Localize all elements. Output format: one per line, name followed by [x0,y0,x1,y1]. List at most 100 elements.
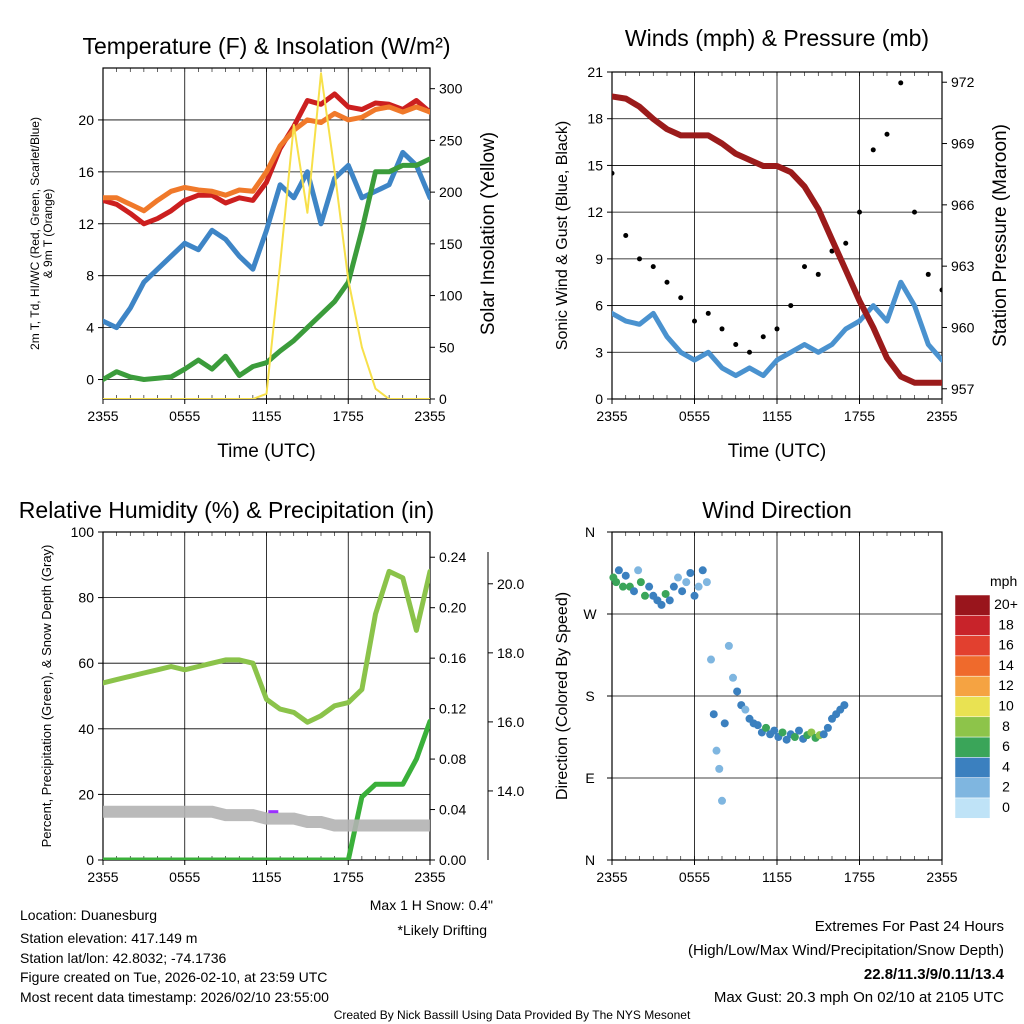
credit-line: Created By Nick Bassill Using Data Provi… [334,1008,691,1022]
series-group [103,72,430,399]
gust-point [664,279,670,285]
series-sonic-wind [612,279,942,379]
x-tick-label: 1155 [762,408,792,424]
gust-point [939,287,942,293]
x-tick-label: 1755 [333,869,364,885]
direction-point [661,589,670,598]
x-tick-label: 1755 [333,408,364,424]
x-tick-label: 2355 [596,408,627,424]
y-tick-label: 12 [587,204,603,220]
gust-point [788,303,794,309]
y-tick-label: N [585,852,595,868]
direction-point [657,600,666,609]
gust-point [857,209,862,215]
y-tick-label: 9 [595,251,603,267]
direction-point [823,723,832,732]
y2-tick-label: 969 [951,136,975,152]
y-tick-label: 4 [86,320,94,336]
direction-point [819,730,828,739]
gust-point [802,264,807,270]
legend-swatch [954,777,991,799]
precip-tick-label: 0.12 [439,701,466,717]
direction-point [709,710,718,719]
direction-point [612,578,621,587]
chart-temp: Temperature (F) & Insolation (W/m²)2355 0… [28,33,499,462]
y2-tick-label: 957 [951,381,975,397]
y2-tick-label: 200 [439,184,463,200]
direction-point [715,764,724,773]
y-tick-label: 0 [86,852,94,868]
y2-tick-label: 972 [951,74,975,90]
y-tick-label: W [583,606,597,622]
legend-label: 6 [1002,738,1010,754]
direction-point [694,582,703,591]
direction-point [720,719,729,728]
series-hi-wc [103,149,430,331]
legend-label: 2 [1002,779,1010,795]
x-tick-label: 2355 [926,408,957,424]
gust-point [692,318,697,324]
y2-tick-label: 250 [439,132,463,148]
chart-title: Relative Humidity (%) & Precipitation (i… [19,497,434,523]
legend-label: 20+ [994,596,1018,612]
legend-swatch [954,615,991,636]
x-tick-label: 1755 [844,869,875,885]
y-tick-label: 8 [86,268,94,284]
direction-point [702,578,711,587]
precip-tick-label: 0.24 [439,549,466,565]
direction-point [665,596,674,605]
gust-point [650,264,656,270]
series-group [103,568,430,860]
series-2m-td [103,156,430,382]
direction-point [636,578,645,587]
legend-swatch [954,797,991,819]
precip-tick-label: 0.08 [439,751,466,767]
gust-point [612,170,615,176]
series-solar [103,72,430,399]
direction-point [807,728,816,737]
y-tick-label: 60 [78,655,94,671]
info-elevation: Station elevation: 417.149 m [20,930,197,946]
info-created: Figure created on Tue, 2026-02-10, at 23… [20,969,327,985]
direction-point [795,726,803,735]
x-tick-label: 2355 [596,869,627,885]
x-tick-label: 2355 [87,408,118,424]
direction-point [729,673,737,682]
direction-point [621,571,630,580]
y2-axis-label: Station Pressure (Maroon) [990,124,1011,347]
y-tick-label: 20 [78,112,94,128]
y2-tick-label: 300 [439,81,463,97]
legend-swatch [954,696,991,718]
gust-point [719,326,725,332]
x-tick-label: 0555 [169,869,200,885]
gust-point [705,310,711,316]
y-tick-label: 3 [595,344,603,360]
x-tick-label: 1755 [844,408,875,424]
y2-axis-label: Solar Insolation (Yellow) [478,132,499,335]
direction-point [669,582,678,591]
gust-point [678,295,684,301]
y2-tick-label: 960 [951,319,975,335]
y-tick-label: 18 [587,111,603,127]
extremes-block: Extremes For Past 24 Hours (High/Low/Max… [688,918,1005,1006]
direction-point [724,641,733,650]
direction-point [753,721,762,730]
gust-point [733,342,739,347]
chart-rh: Relative Humidity (%) & Precipitation (i… [19,497,525,938]
legend-label: 12 [998,677,1014,693]
gust-point [925,271,931,277]
series-2m-t [103,91,430,227]
snow-tick-label: 20.0 [497,576,524,592]
legend-label: 4 [1002,758,1010,774]
x-tick-label: 2355 [926,869,957,885]
y2-tick-label: 150 [439,236,463,252]
direction-point [674,573,682,582]
legend-swatch [954,736,991,758]
y-tick-label: 12 [78,216,94,232]
y-axis-label: Sonic Wind & Gust (Blue, Black) [554,121,571,350]
chart-title: Winds (mph) & Pressure (mb) [625,25,929,51]
legend-swatch [954,635,991,657]
direction-point [762,723,770,732]
legend-swatch [954,716,991,738]
